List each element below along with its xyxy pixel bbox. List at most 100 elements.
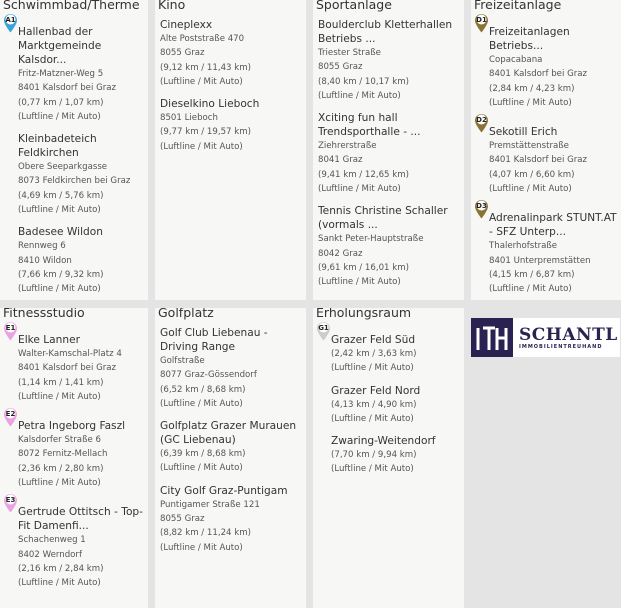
- poi-detail: (Luftline / Mit Auto): [489, 184, 572, 195]
- list-item[interactable]: Dieselkino Lieboch 8501 Lieboch (9,77 km /…: [158, 97, 302, 154]
- poi-detail: (Luftline / Mit Auto): [331, 363, 414, 374]
- poi-name[interactable]: Boulderclub Kletterhallen Betriebs ...: [318, 19, 453, 45]
- poi-detail: 8077 Graz-Gössendorf: [160, 370, 257, 381]
- panel-title: Erholungsraum: [316, 308, 412, 320]
- list-item[interactable]: Grazer Feld Nord (4,13 km / 4,90 km) (Luft…: [316, 384, 460, 427]
- poi-name[interactable]: Kleinbadeteich Feldkirchen: [18, 133, 97, 160]
- poi-detail: (Luftline / Mit Auto): [489, 284, 572, 295]
- poi-detail: (9,12 km / 11,43 km): [160, 62, 251, 73]
- marker-label: E2: [6, 410, 16, 418]
- panel-title: Kino: [158, 0, 186, 12]
- poi-name[interactable]: Grazer Feld Süd: [331, 334, 416, 346]
- poi-name[interactable]: Zwaring-Weitendorf: [331, 435, 436, 448]
- poi-name[interactable]: Xciting fun hall Trendsporthalle - ...: [318, 112, 421, 139]
- list-item[interactable]: Zwaring-Weitendorf (7,70 km / 9,94 km) (Lu…: [316, 434, 460, 477]
- poi-detail: Premstättenstraße: [489, 141, 569, 152]
- list-item[interactable]: Tennis Christine Schaller (vormals ... Sa…: [316, 204, 460, 289]
- poi-detail: (8,82 km / 11,24 km): [160, 528, 251, 539]
- ith-logo-icon: [471, 318, 513, 357]
- poi-name[interactable]: Golfplatz Grazer Murauen (GC Liebenau): [160, 420, 297, 447]
- poi-name[interactable]: Adrenalinpark STUNT.AT - SFZ Unterp...: [489, 212, 617, 239]
- panel-fitnessstudio: Fitnessstudio E1 Elke Lanner Walter-Kamscha…: [0, 308, 148, 608]
- poi-detail: (6,52 km / 8,68 km): [160, 384, 246, 395]
- poi-name[interactable]: Dieselkino Lieboch: [160, 98, 260, 111]
- list-item[interactable]: E2 Petra Ingeborg Faszl Kalsdorfer Straße …: [3, 408, 144, 490]
- panel-title: Sportanlage: [316, 0, 392, 12]
- poi-detail: (Luftline / Mit Auto): [160, 463, 243, 474]
- poi-detail: Ziehrerstraße: [318, 141, 377, 152]
- poi-name[interactable]: Gertrude Ottitsch - Top-Fit Damenfi...: [18, 506, 143, 533]
- poi-detail: (1,14 km / 1,41 km): [18, 377, 104, 388]
- marker-label: G1: [318, 324, 329, 332]
- marker-label: E1: [6, 324, 16, 332]
- list-item[interactable]: E1 Elke Lanner Walter-Kamschal-Platz 4 8401…: [3, 322, 144, 404]
- poi-detail: (2,84 km / 4,23 km): [489, 83, 575, 94]
- poi-detail: (Luftline / Mit Auto): [331, 464, 414, 475]
- poi-detail: (Luftline / Mit Auto): [318, 184, 401, 195]
- marker-label: E3: [6, 496, 16, 504]
- poi-name[interactable]: Golf Club Liebenau - Driving Range: [160, 327, 268, 353]
- poi-name[interactable]: Sekotill Erich: [489, 126, 558, 139]
- list-item[interactable]: Kleinbadeteich Feldkirchen Obere Seeparkg…: [3, 132, 144, 217]
- logo-tagline: IMMOBILIENTREUHAND: [519, 343, 603, 350]
- poi-detail: (0,77 km / 1,07 km): [18, 97, 104, 108]
- poi-detail: (Luftline / Mit Auto): [18, 478, 101, 489]
- poi-name[interactable]: Grazer Feld Nord: [331, 384, 421, 397]
- list-item[interactable]: Golf Club Liebenau - Driving Range Golfst…: [158, 326, 302, 411]
- list-item[interactable]: Boulderclub Kletterhallen Betriebs ... Tr…: [316, 18, 460, 103]
- poi-detail: (Luftline / Mit Auto): [18, 391, 101, 402]
- poi-detail: 8401 Unterpremstätten: [489, 255, 591, 266]
- poi-detail: (7,70 km / 9,94 km): [331, 450, 417, 461]
- poi-detail: (Luftline / Mit Auto): [160, 141, 243, 152]
- poi-detail: Thalerhofstraße: [489, 241, 558, 252]
- poi-detail: (Luftline / Mit Auto): [18, 578, 101, 589]
- map-pin-icon: D1: [475, 14, 488, 33]
- poi-name[interactable]: Hallenbad der Marktgemeinde Kalsdor...: [18, 26, 102, 66]
- poi-name[interactable]: City Golf Graz-Puntigam: [160, 484, 288, 497]
- poi-detail: (Luftline / Mit Auto): [489, 97, 572, 108]
- poi-detail: (9,77 km / 19,57 km): [160, 127, 251, 138]
- panel-title: Fitnessstudio: [3, 308, 85, 320]
- list-item[interactable]: City Golf Graz-Puntigam Puntigamer Straße…: [158, 484, 302, 555]
- poi-detail: 8055 Graz: [160, 514, 205, 525]
- list-item[interactable]: Cineplexx Alte Poststraße 470 8055 Graz (9,…: [158, 18, 302, 89]
- poi-detail: Copacabana: [489, 55, 543, 65]
- panel-sportanlage: Sportanlage Boulderclub Kletterhallen Bet…: [313, 0, 464, 300]
- poi-name[interactable]: Elke Lanner: [18, 334, 80, 346]
- list-item[interactable]: A1 Hallenbad der Marktgemeinde Kalsdor...…: [3, 14, 144, 124]
- poi-detail: (4,07 km / 6,60 km): [489, 169, 575, 180]
- list-item[interactable]: Golfplatz Grazer Murauen (GC Liebenau) (6…: [158, 419, 302, 476]
- poi-detail: (8,40 km / 10,17 km): [318, 76, 409, 87]
- poi-name[interactable]: Freizeitanlagen Betriebs...: [489, 26, 570, 52]
- marker-label: A1: [5, 16, 15, 24]
- map-pin-icon: G1: [317, 322, 330, 341]
- poi-detail: Schachenweg 1: [18, 535, 86, 546]
- poi-detail: 8073 Feldkirchen bei Graz: [18, 176, 131, 187]
- list-item[interactable]: D3 Adrenalinpark STUNT.AT - SFZ Unterp...…: [474, 200, 617, 296]
- poi-detail: 8501 Lieboch: [160, 113, 218, 124]
- list-item[interactable]: D1 Freizeitanlagen Betriebs... Copacabana 8…: [474, 14, 617, 110]
- poi-name[interactable]: Badesee Wildon: [18, 226, 103, 239]
- panel-title: Freizeitanlage: [474, 0, 562, 12]
- list-item[interactable]: E3 Gertrude Ottitsch - Top-Fit Damenfi...…: [3, 494, 144, 590]
- list-item[interactable]: G1 Grazer Feld Süd (2,42 km / 3,63 km) (Luf…: [316, 322, 460, 376]
- marker-label: D3: [476, 202, 487, 210]
- poi-detail: (Luftline / Mit Auto): [318, 277, 401, 288]
- list-item[interactable]: Xciting fun hall Trendsporthalle - ... Zi…: [316, 111, 460, 196]
- poi-name[interactable]: Tennis Christine Schaller (vormals ...: [318, 205, 448, 232]
- poi-detail: Walter-Kamschal-Platz 4: [18, 349, 122, 359]
- poi-detail: 8041 Graz: [318, 155, 363, 166]
- poi-detail: (9,41 km / 12,65 km): [318, 169, 409, 180]
- poi-detail: (Luftline / Mit Auto): [18, 284, 101, 295]
- poi-detail: (4,13 km / 4,90 km): [331, 399, 417, 410]
- panel-schwimmbad-therme: Schwimmbad/Therme A1 Hallenbad der Marktge…: [0, 0, 148, 300]
- list-item[interactable]: Badesee Wildon Rennweg 6 8410 Wildon (7,66 …: [3, 225, 144, 296]
- poi-detail: (Luftline / Mit Auto): [160, 542, 243, 553]
- poi-detail: (7,66 km / 9,32 km): [18, 269, 104, 280]
- list-item[interactable]: D2 Sekotill Erich Premstättenstraße 8401 Ka…: [474, 114, 617, 196]
- poi-name[interactable]: Cineplexx: [160, 19, 213, 31]
- poi-detail: (2,16 km / 2,84 km): [18, 563, 104, 574]
- marker-label: D2: [476, 116, 487, 124]
- map-pin-icon: A1: [4, 14, 17, 33]
- poi-name[interactable]: Petra Ingeborg Faszl: [18, 420, 126, 433]
